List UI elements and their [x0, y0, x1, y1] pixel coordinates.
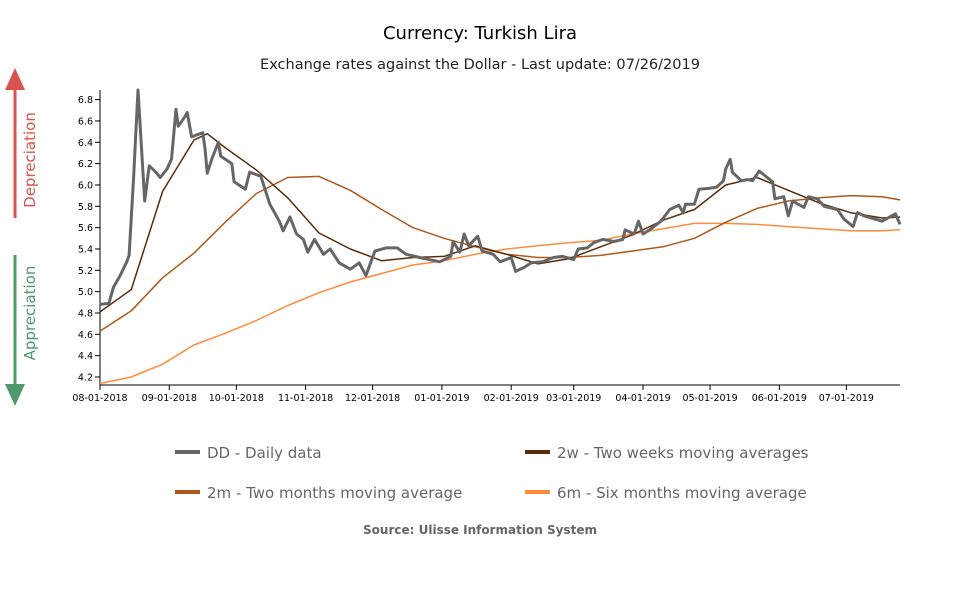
series-line-dd [99, 88, 902, 306]
series-line-2m [99, 175, 901, 332]
y-tick-label: 4.6 [78, 330, 93, 341]
y-tick-label: 5.6 [78, 223, 93, 234]
x-tick-label: 11-01-2018 [278, 393, 333, 404]
x-tick-label: 04-01-2019 [615, 393, 670, 404]
x-tick-label: 08-01-2018 [72, 393, 127, 404]
legend: DD - Daily data 2w - Two weeks moving av… [175, 444, 809, 502]
source-note: Source: Ulisse Information System [363, 523, 597, 537]
series-line-2w [99, 132, 901, 313]
y-tick-label: 6.4 [78, 138, 93, 149]
y-tick-label: 5.4 [78, 244, 93, 255]
legend-label: 6m - Six months moving average [557, 484, 807, 502]
legend-item-2m[interactable]: 2m - Two months moving average [175, 484, 462, 502]
y-ticks: 4.2 4.4 4.6 4.8 5.0 5.2 5.4 5.6 5.8 6.0 6.2 6.4 6.6 6… [78, 95, 100, 383]
legend-item-2w[interactable]: 2w - Two weeks moving averages [525, 444, 809, 462]
x-tick-label: 05-01-2019 [682, 393, 737, 404]
y-tick-label: 6.8 [78, 95, 93, 106]
x-tick-label: 10-01-2018 [209, 393, 264, 404]
x-tick-label: 06-01-2019 [752, 393, 807, 404]
series-line-6m [99, 222, 901, 385]
y-tick-label: 6.6 [78, 116, 93, 127]
y-tick-label: 5.0 [78, 287, 93, 298]
x-ticks: 08-01-2018 09-01-2018 10-01-2018 11-01-2018… [72, 385, 874, 404]
legend-label: 2m - Two months moving average [207, 484, 462, 502]
arrow-up-head-icon [5, 68, 25, 90]
y-tick-label: 6.0 [78, 180, 93, 191]
y-tick-label: 6.2 [78, 159, 93, 170]
legend-swatch [525, 490, 550, 494]
legend-item-6m[interactable]: 6m - Six months moving average [525, 484, 807, 502]
appreciation-label: Appreciation [21, 266, 39, 361]
y-tick-label: 4.4 [78, 351, 93, 362]
x-tick-label: 07-01-2019 [819, 393, 874, 404]
y-tick-label: 4.8 [78, 308, 93, 319]
legend-label: DD - Daily data [207, 444, 322, 462]
x-tick-label: 12-01-2018 [345, 393, 400, 404]
axes [99, 90, 900, 386]
series-lines [99, 88, 902, 385]
y-tick-label: 5.8 [78, 202, 93, 213]
chart-title: Currency: Turkish Lira [383, 23, 577, 44]
x-tick-label: 01-01-2019 [414, 393, 469, 404]
legend-label: 2w - Two weeks moving averages [557, 444, 809, 462]
legend-swatch [525, 450, 550, 454]
depreciation-indicator: Depreciation [5, 68, 39, 218]
arrow-down-head-icon [5, 384, 25, 406]
legend-swatch [175, 450, 200, 454]
y-tick-label: 4.2 [78, 372, 93, 383]
x-tick-label: 09-01-2018 [142, 393, 197, 404]
legend-item-dd[interactable]: DD - Daily data [175, 444, 322, 462]
x-tick-label: 02-01-2019 [484, 393, 539, 404]
y-tick-label: 5.2 [78, 266, 93, 277]
chart-subtitle: Exchange rates against the Dollar - Last… [260, 57, 700, 73]
legend-swatch [175, 490, 200, 494]
depreciation-label: Depreciation [21, 112, 39, 208]
appreciation-indicator: Appreciation [5, 255, 39, 406]
x-tick-label: 03-01-2019 [546, 393, 601, 404]
